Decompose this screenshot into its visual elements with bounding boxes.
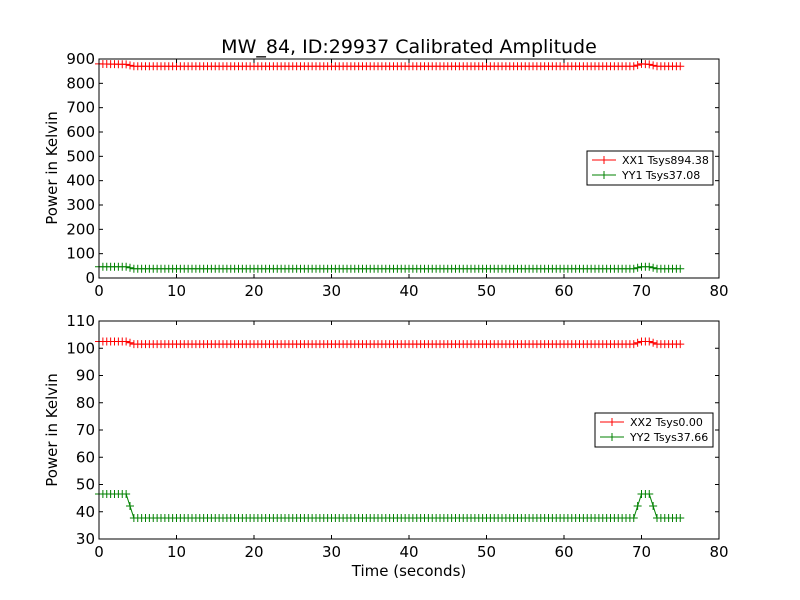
legend-label-yy2: YY2 Tsys37.66 bbox=[629, 431, 708, 444]
bottom-subplot: Time (seconds) Power in Kelvin 0 10 20 30 40… bbox=[43, 312, 729, 580]
x-tick-label: 70 bbox=[632, 543, 651, 561]
legend-entry-xx1: XX1 Tsys894.38 bbox=[592, 154, 709, 167]
legend-label-xx1: XX1 Tsys894.38 bbox=[622, 154, 709, 167]
y-tick-label: 0 bbox=[85, 269, 95, 287]
y-tick-label: 800 bbox=[66, 74, 95, 92]
y-tick-label: 50 bbox=[76, 476, 95, 494]
bottom-legend-box bbox=[594, 412, 714, 448]
y-tick-label: 600 bbox=[66, 123, 95, 141]
series-yy1 bbox=[95, 262, 685, 273]
x-tick-label: 40 bbox=[399, 543, 418, 561]
x-tick-label: 10 bbox=[167, 543, 186, 561]
x-tick-label: 70 bbox=[632, 282, 651, 300]
legend-marker-xx2 bbox=[608, 418, 616, 426]
x-tick-label: 0 bbox=[94, 543, 104, 561]
legend-entry-xx2: XX2 Tsys0.00 bbox=[600, 416, 703, 429]
series-xx2 bbox=[95, 337, 685, 349]
y-tick-label: 400 bbox=[66, 172, 95, 190]
top-legend: XX1 Tsys894.38 YY1 Tsys37.08 bbox=[586, 150, 714, 186]
legend-entry-yy2: YY2 Tsys37.66 bbox=[600, 431, 708, 444]
top-subplot: MW_84, ID:29937 Calibrated Amplitude Pow… bbox=[43, 36, 729, 300]
legend-marker-yy2 bbox=[608, 433, 616, 441]
x-tick-label: 10 bbox=[167, 282, 186, 300]
bottom-series-layer bbox=[95, 337, 685, 523]
series-markers-0 bbox=[95, 59, 685, 71]
y-tick-label: 900 bbox=[66, 50, 95, 68]
legend-marker-xx1 bbox=[600, 156, 608, 164]
y-tick-label: 300 bbox=[66, 196, 95, 214]
x-tick-label: 50 bbox=[477, 543, 496, 561]
y-tick-label: 40 bbox=[76, 503, 95, 521]
x-tick-label: 60 bbox=[554, 543, 573, 561]
chart-title: MW_84, ID:29937 Calibrated Amplitude bbox=[221, 36, 597, 58]
top-plot-frame bbox=[98, 58, 720, 279]
top-legend-box bbox=[586, 150, 714, 186]
top-y-axis-label: Power in Kelvin bbox=[43, 111, 61, 225]
y-tick-label: 60 bbox=[76, 448, 95, 466]
legend-entry-yy1: YY1 Tsys37.08 bbox=[592, 169, 700, 182]
y-tick-label: 700 bbox=[66, 99, 95, 117]
x-tick-label: 20 bbox=[244, 543, 263, 561]
bottom-legend: XX2 Tsys0.00 YY2 Tsys37.66 bbox=[594, 412, 714, 448]
x-tick-label: 30 bbox=[322, 543, 341, 561]
x-tick-label: 20 bbox=[244, 282, 263, 300]
legend-marker-yy1 bbox=[600, 171, 608, 179]
series-xx1 bbox=[95, 59, 685, 71]
x-tick-label: 80 bbox=[709, 543, 728, 561]
bottom-ticks-layer: 0 10 20 30 40 50 60 70 80 30 40 50 60 70 80 90 100 110 bbox=[66, 312, 728, 561]
series-markers-0 bbox=[95, 337, 685, 349]
legend-label-yy1: YY1 Tsys37.08 bbox=[621, 169, 700, 182]
y-tick-label: 100 bbox=[66, 245, 95, 263]
y-tick-label: 200 bbox=[66, 220, 95, 238]
y-tick-label: 110 bbox=[66, 312, 95, 330]
x-tick-label: 60 bbox=[554, 282, 573, 300]
top-ticks-layer: 0 10 20 30 40 50 60 70 8001002003004005006007008… bbox=[66, 50, 728, 300]
x-tick-label: 50 bbox=[477, 282, 496, 300]
y-tick-label: 100 bbox=[66, 339, 95, 357]
y-tick-label: 30 bbox=[76, 530, 95, 548]
y-tick-label: 70 bbox=[76, 421, 95, 439]
y-tick-label: 90 bbox=[76, 367, 95, 385]
legend-label-xx2: XX2 Tsys0.00 bbox=[630, 416, 703, 429]
x-tick-label: 40 bbox=[399, 282, 418, 300]
x-tick-label: 30 bbox=[322, 282, 341, 300]
y-tick-label: 500 bbox=[66, 147, 95, 165]
series-yy2 bbox=[95, 490, 685, 523]
y-tick-label: 80 bbox=[76, 394, 95, 412]
x-axis-label: Time (seconds) bbox=[351, 562, 467, 580]
bottom-plot-frame bbox=[98, 320, 720, 540]
x-tick-label: 0 bbox=[94, 282, 104, 300]
series-markers-1 bbox=[95, 490, 685, 523]
x-tick-label: 80 bbox=[709, 282, 728, 300]
bottom-y-axis-label: Power in Kelvin bbox=[43, 373, 61, 487]
series-markers-1 bbox=[95, 262, 685, 273]
